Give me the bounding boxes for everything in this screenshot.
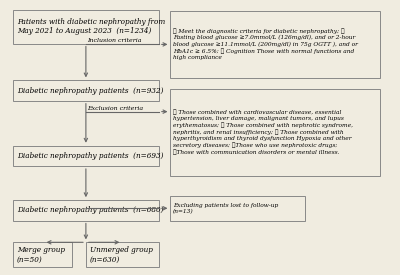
- Text: Unmerged group
(n=630): Unmerged group (n=630): [90, 246, 153, 263]
- FancyBboxPatch shape: [13, 80, 159, 101]
- Text: Diabetic nephropathy patients  (n=932): Diabetic nephropathy patients (n=932): [17, 87, 163, 95]
- FancyBboxPatch shape: [13, 242, 72, 267]
- FancyBboxPatch shape: [170, 89, 380, 176]
- FancyBboxPatch shape: [13, 200, 159, 221]
- Text: Diabetic nephropathy patients  (n=693): Diabetic nephropathy patients (n=693): [17, 152, 163, 160]
- Text: Inclusion criteria: Inclusion criteria: [88, 38, 142, 43]
- Text: Excluding patients lost to follow-up
(n=13): Excluding patients lost to follow-up (n=…: [173, 203, 278, 214]
- Text: Diabetic nephropathy patients  (n=680): Diabetic nephropathy patients (n=680): [17, 206, 163, 214]
- Text: Merge group
(n=50): Merge group (n=50): [17, 246, 65, 263]
- FancyBboxPatch shape: [13, 10, 159, 43]
- FancyBboxPatch shape: [170, 11, 380, 78]
- Text: ① Meet the diagnostic criteria for diabetic nephropathy; ②
Fasting blood glucose: ① Meet the diagnostic criteria for diabe…: [173, 28, 358, 60]
- FancyBboxPatch shape: [13, 146, 159, 166]
- Text: ① Those combined with cardiovascular disease, essential
hypertension, liver dama: ① Those combined with cardiovascular dis…: [173, 109, 353, 155]
- Text: Exclusion criteria: Exclusion criteria: [87, 106, 143, 111]
- FancyBboxPatch shape: [170, 196, 305, 221]
- Text: Patients with diabetic nephropathy from
May 2021 to August 2023  (n=1234): Patients with diabetic nephropathy from …: [17, 18, 165, 35]
- FancyBboxPatch shape: [86, 242, 159, 267]
